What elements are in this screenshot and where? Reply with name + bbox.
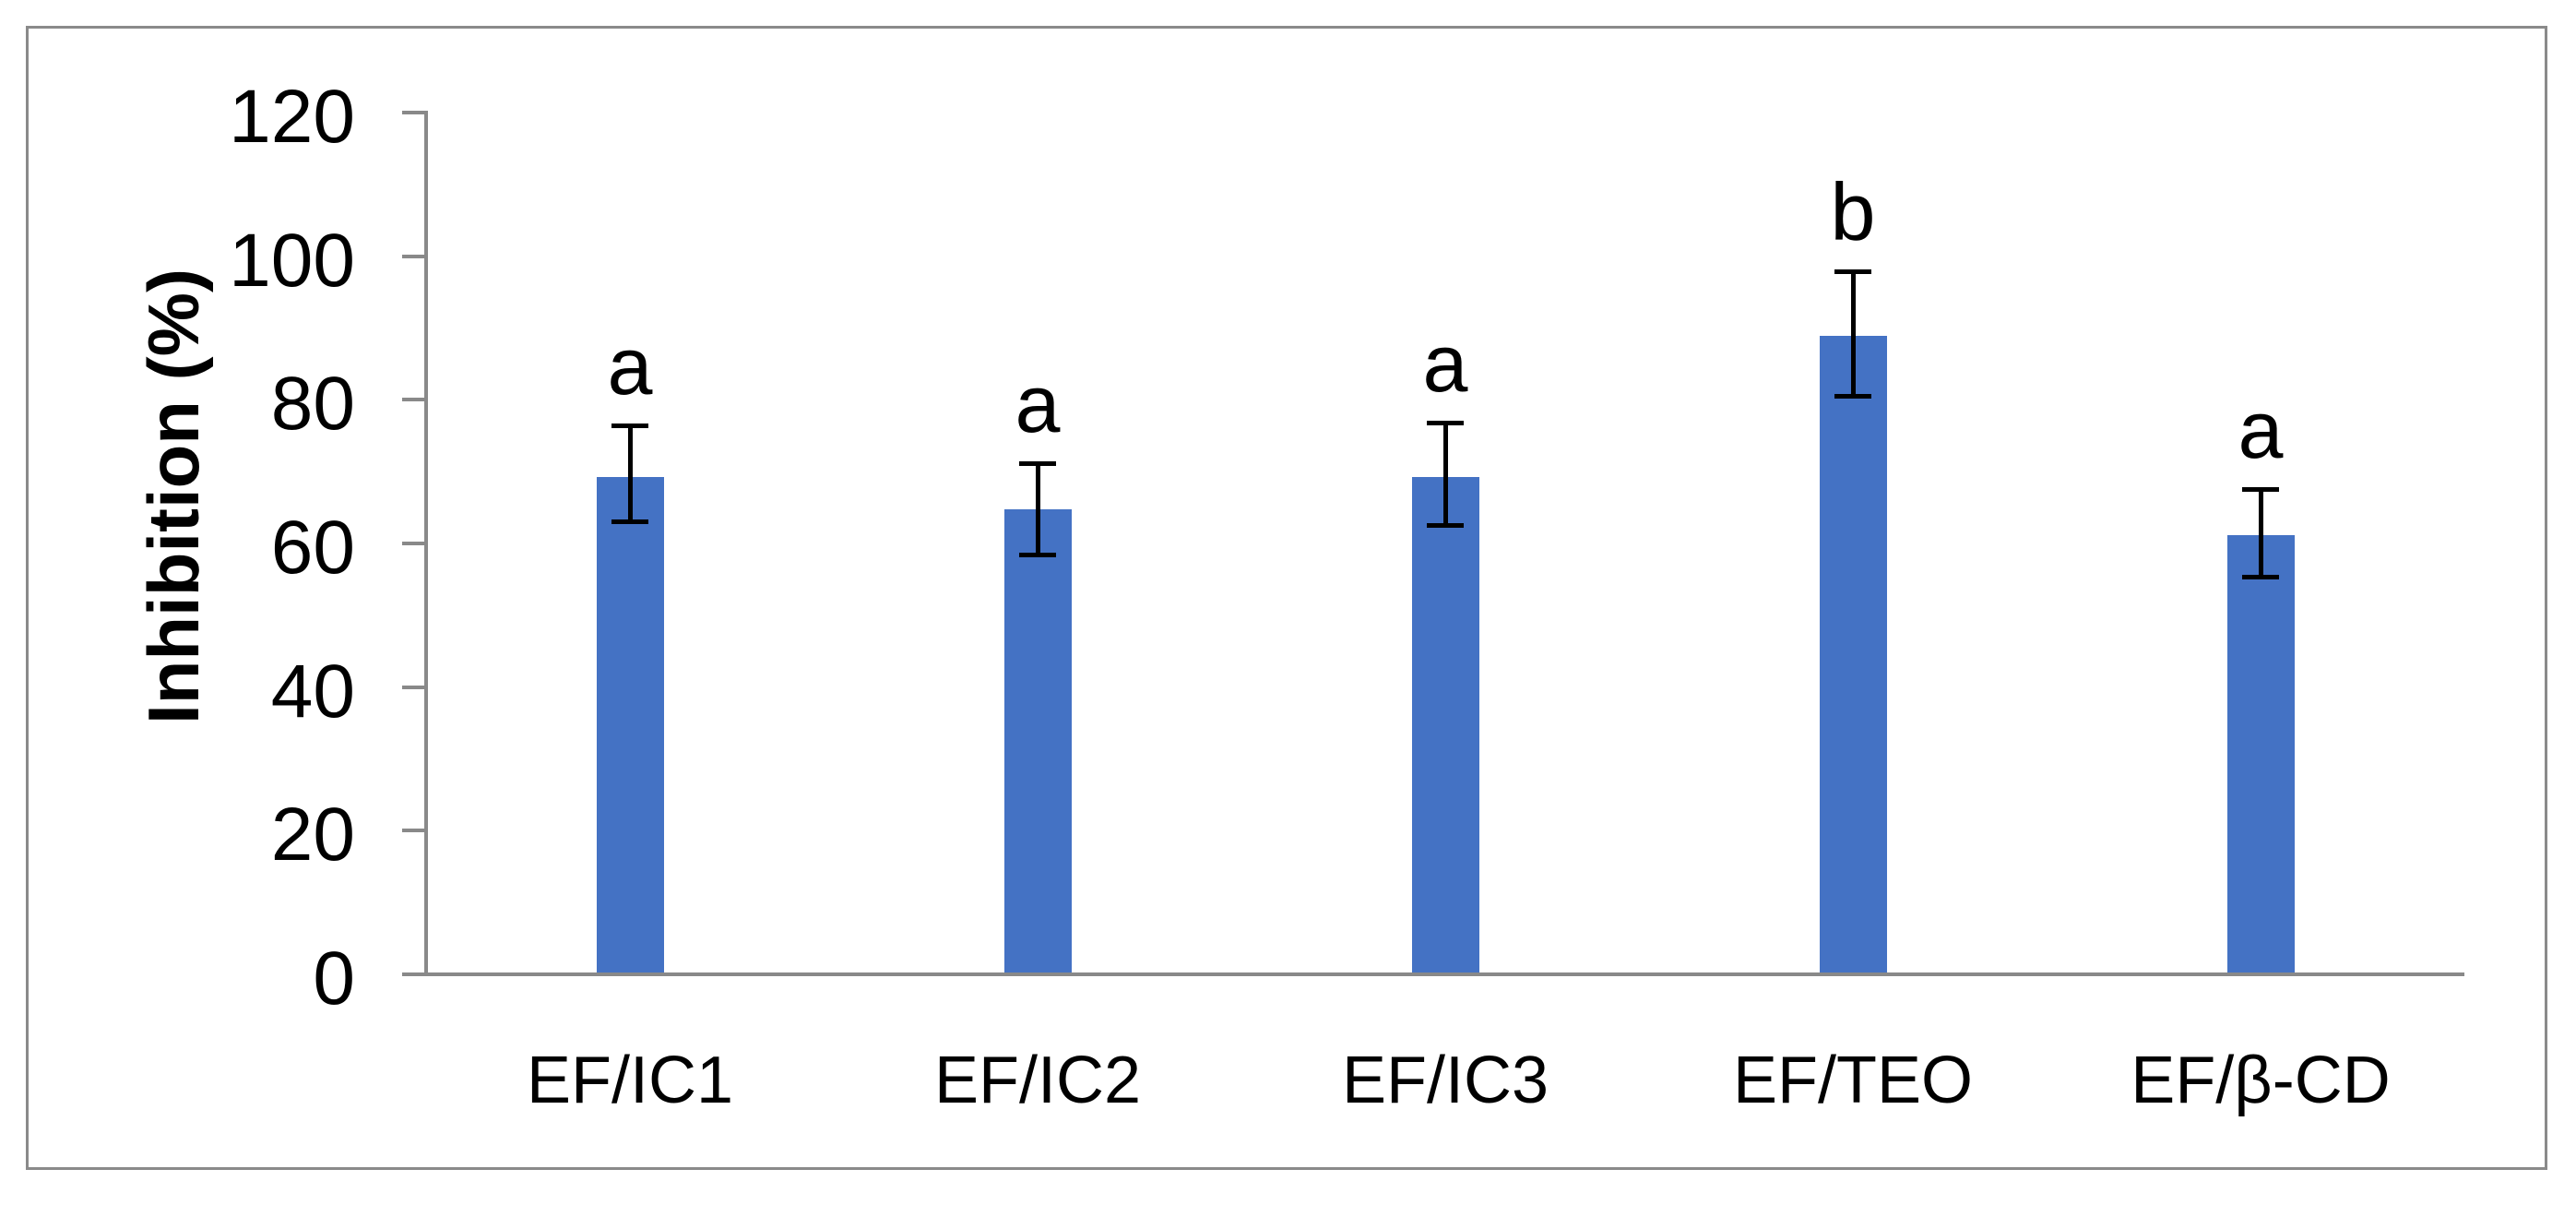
error-bar-line xyxy=(627,425,633,522)
significance-letter: a xyxy=(1015,357,1061,449)
y-tick-mark xyxy=(402,829,426,833)
error-bar-bottom-cap xyxy=(2242,575,2279,580)
error-bar-line xyxy=(1442,423,1448,527)
bar xyxy=(1411,476,1479,972)
x-category-label: EF/β-CD xyxy=(2131,1044,2391,1117)
error-bar-top-cap xyxy=(1427,421,1464,426)
error-bar-bottom-cap xyxy=(1019,553,1056,558)
y-tick-mark xyxy=(402,254,426,258)
bar xyxy=(1003,509,1072,972)
error-bar-line xyxy=(2258,488,2263,579)
bar xyxy=(1819,336,1887,972)
y-tick-label: 0 xyxy=(313,937,355,1020)
y-tick-mark xyxy=(402,398,426,402)
y-tick-label: 80 xyxy=(270,362,355,447)
error-bar-bottom-cap xyxy=(611,519,648,524)
y-tick-mark xyxy=(402,542,426,545)
x-category-label: EF/TEO xyxy=(1732,1044,1973,1117)
significance-letter: a xyxy=(1422,317,1468,410)
bar xyxy=(2226,535,2295,972)
significance-letter: a xyxy=(607,320,653,412)
y-axis-line xyxy=(424,111,428,976)
chart-border-frame xyxy=(26,26,2547,1170)
y-tick-mark xyxy=(402,972,426,976)
x-category-label: EF/IC1 xyxy=(526,1044,734,1117)
error-bar-top-cap xyxy=(611,424,648,429)
error-bar-bottom-cap xyxy=(1834,394,1871,400)
x-category-label: EF/IC3 xyxy=(1341,1044,1549,1117)
y-tick-mark xyxy=(402,685,426,689)
y-tick-label: 100 xyxy=(229,218,355,303)
y-tick-label: 60 xyxy=(270,506,355,590)
x-category-label: EF/IC2 xyxy=(933,1044,1142,1117)
significance-letter: a xyxy=(2238,383,2284,475)
y-tick-label: 20 xyxy=(270,793,355,877)
y-tick-label: 40 xyxy=(270,649,355,734)
bar xyxy=(596,476,664,972)
y-tick-mark xyxy=(402,111,426,114)
error-bar-top-cap xyxy=(1019,460,1056,466)
error-bar-bottom-cap xyxy=(1427,523,1464,529)
error-bar-line xyxy=(1035,462,1040,556)
error-bar-top-cap xyxy=(2242,486,2279,492)
error-bar-line xyxy=(1850,271,1856,398)
x-axis-line xyxy=(402,972,2464,976)
error-bar-top-cap xyxy=(1834,269,1871,274)
significance-letter: b xyxy=(1830,166,1876,257)
y-tick-label: 120 xyxy=(229,75,355,159)
